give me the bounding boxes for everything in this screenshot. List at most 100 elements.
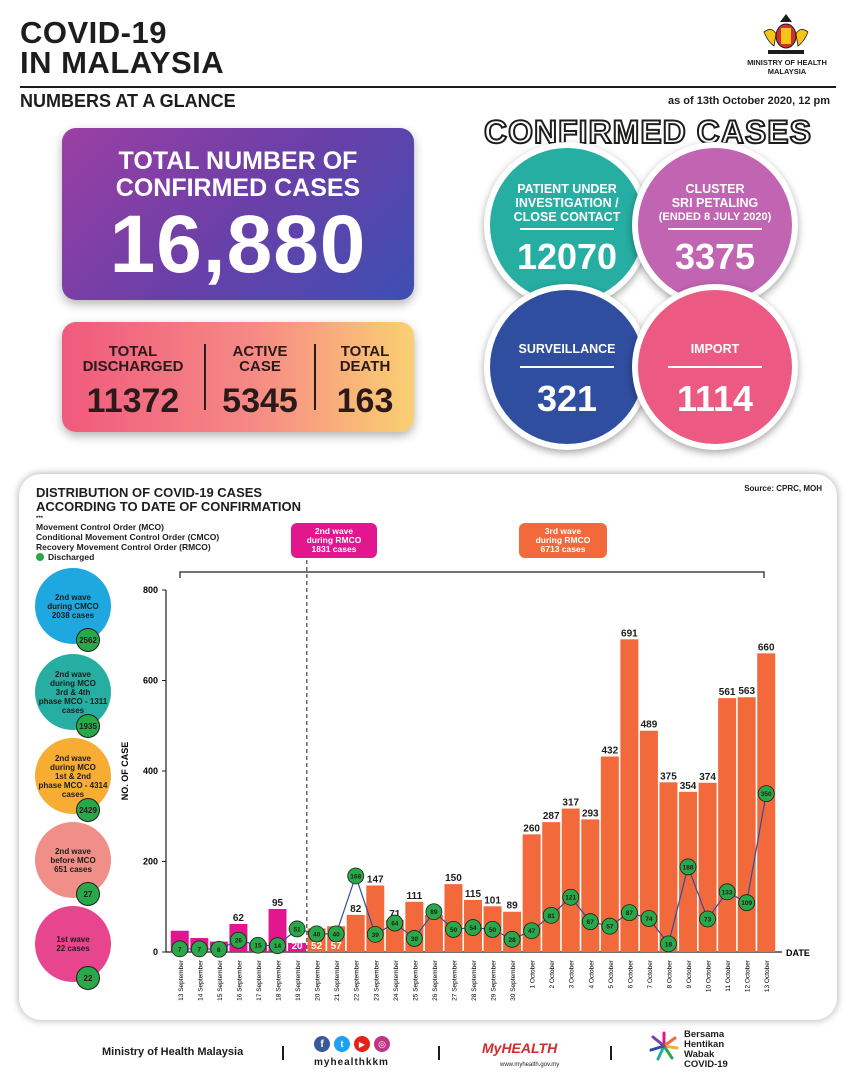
x-tick-label: 2 October [549, 959, 556, 988]
legend-discharged-label: Discharged [48, 552, 95, 562]
discharged-point [679, 858, 697, 876]
legend-rmco: Recovery Movement Control Order (RMCO) [36, 542, 211, 552]
as-of-timestamp: as of 13th October 2020, 12 pm [667, 95, 830, 107]
bar [542, 822, 561, 952]
discharged-value-label: 6 [217, 947, 221, 954]
myhealth-logo: MyHEALTH [482, 1040, 558, 1056]
x-tick-label: 23 September [373, 959, 380, 1001]
discharged-point [640, 910, 658, 927]
wave-bubble-text: 651 cases [54, 864, 92, 874]
discharged-value-label: 54 [469, 925, 477, 932]
facebook-icon[interactable]: f [314, 1036, 330, 1052]
wave-bubble-text: 1st wave [56, 935, 90, 944]
bar [522, 834, 541, 952]
bar-value-label: 71 [389, 909, 401, 920]
wave-bubble-text: during MCO [50, 678, 96, 688]
x-tick-label: 30 September [510, 959, 517, 1001]
surveillance-label: SURVEILLANCE [518, 342, 616, 356]
ministry-line-2: MALAYSIA [767, 67, 807, 76]
discharged-point [738, 894, 756, 912]
pui-label-3: CLOSE CONTACT [513, 210, 621, 224]
bar-value-label: 20 [292, 941, 304, 952]
discharged-dot-icon [36, 553, 44, 561]
discharged-value-label: 73 [704, 916, 712, 923]
coat-of-arms-icon [763, 14, 809, 54]
x-tick-label: 29 September [491, 959, 498, 1001]
header-rule [20, 86, 836, 88]
discharged-value-label: 50 [489, 927, 497, 934]
bar [346, 914, 365, 952]
discharged-value-label: 40 [333, 931, 341, 938]
cluster-label-1: CLUSTER [685, 182, 745, 196]
bar-value-label: 489 [641, 720, 658, 731]
y-tick-label: 400 [143, 766, 158, 776]
wave-bubble: 2nd wave during MCO 1st & 2nd phase MCO - 4… [35, 738, 111, 814]
youtube-icon[interactable]: ▶ [354, 1036, 370, 1052]
active-label-2: CASE [239, 358, 281, 375]
total-label-line-1: TOTAL NUMBER OF [118, 147, 358, 175]
legend-mco: Movement Control Order (MCO) [36, 522, 164, 532]
discharged-value-label: 188 [683, 864, 694, 871]
discharged-value-label: 26 [235, 938, 243, 945]
instagram-icon[interactable]: ◎ [374, 1036, 390, 1052]
discharged-label-1: TOTAL [108, 343, 158, 360]
discharged-stat: TOTAL DISCHARGED 11372 [62, 322, 204, 432]
x-tick-label: 22 September [354, 959, 361, 1001]
wave-bubble-text: 2nd wave [54, 669, 91, 679]
discharged-value-label: 121 [565, 895, 576, 902]
wave-bubble: 2nd wave before MCO 651 cases [35, 822, 111, 898]
x-tick-label: 12 October [745, 959, 752, 992]
twitter-icon[interactable]: t [334, 1036, 350, 1052]
wave-bubble: 1st wave 22 cases [35, 906, 111, 982]
pui-label: PATIENT UNDER INVESTIGATION / CLOSE CONT… [490, 182, 644, 224]
wave-bubble-text: during CMCO [47, 601, 99, 611]
discharged-point [503, 930, 521, 948]
bar-value-label: 660 [758, 642, 775, 653]
discharged-point [347, 867, 365, 885]
x-tick-label: 28 September [471, 959, 478, 1001]
death-label-1: TOTAL [340, 343, 390, 360]
ministry-line-1: MINISTRY OF HEALTH [747, 58, 827, 67]
pui-rule [520, 228, 614, 230]
wave-bubble-text: 2038 cases [51, 610, 95, 620]
bar-value-label: 374 [699, 772, 716, 783]
discharged-value-label: 51 [293, 926, 301, 933]
discharged-point [190, 940, 208, 958]
summary-divider [314, 344, 316, 410]
discharged-point [405, 930, 423, 947]
discharged-label-2: DISCHARGED [82, 358, 184, 375]
discharged-point [386, 914, 404, 932]
rmco2-line-1: 2nd wave [314, 526, 354, 536]
discharged-point [562, 888, 580, 906]
x-tick-label: 24 September [393, 959, 400, 1001]
rmco-2nd-wave-label: 2nd wave during RMCO 1831 cases [291, 523, 377, 558]
footer-separator [282, 1046, 284, 1060]
x-tick-label: 4 October [588, 959, 595, 988]
import-value: 1114 [676, 378, 754, 419]
bar-value-label: 293 [582, 808, 599, 819]
rmco-3rd-wave-label: 3rd wave during RMCO 6713 cases [519, 523, 607, 558]
active-label-1: ACTIVE [232, 343, 288, 360]
summary-card: TOTAL DISCHARGED 11372 ACTIVE CASE 5345 TO… [62, 322, 414, 432]
discharged-point [288, 920, 306, 938]
active-value: 5345 [222, 382, 298, 420]
bar-value-label: 147 [367, 874, 384, 885]
bar [620, 639, 639, 952]
surveillance-rule [520, 366, 614, 368]
total-confirmed-card: TOTAL NUMBER OF CONFIRMED CASES 16,880 [62, 128, 414, 300]
discharged-value-label: 57 [606, 924, 614, 931]
bar-value-label: 111 [407, 891, 423, 902]
social-icons: f t ▶ ◎ [314, 1036, 390, 1052]
footer-ministry: Ministry of Health Malaysia [102, 1046, 244, 1058]
discharged-value-label: 89 [430, 909, 438, 916]
wave-bubble: 2nd wave during CMCO 2038 cases [35, 568, 111, 644]
discharged-value-label: 74 [645, 916, 653, 923]
wave-bubble-text: before MCO [50, 855, 96, 865]
summary-divider [204, 344, 206, 410]
x-tick-label: 27 September [451, 959, 458, 1001]
bar-value-label: 82 [350, 904, 362, 915]
bar [639, 730, 658, 952]
wave-discharged-badge: 22 [76, 966, 100, 990]
bar-value-label: 95 [272, 898, 284, 909]
campaign-line-3: Wabak [684, 1049, 715, 1060]
